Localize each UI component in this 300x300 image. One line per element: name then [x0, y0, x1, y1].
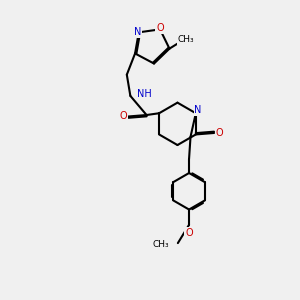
Text: CH₃: CH₃ [153, 240, 169, 249]
Text: NH: NH [137, 89, 152, 99]
Text: O: O [216, 128, 223, 138]
Text: CH₃: CH₃ [178, 35, 194, 44]
Text: N: N [134, 27, 141, 37]
Text: O: O [185, 228, 193, 238]
Text: O: O [156, 23, 164, 33]
Text: O: O [119, 112, 127, 122]
Text: N: N [194, 105, 202, 115]
